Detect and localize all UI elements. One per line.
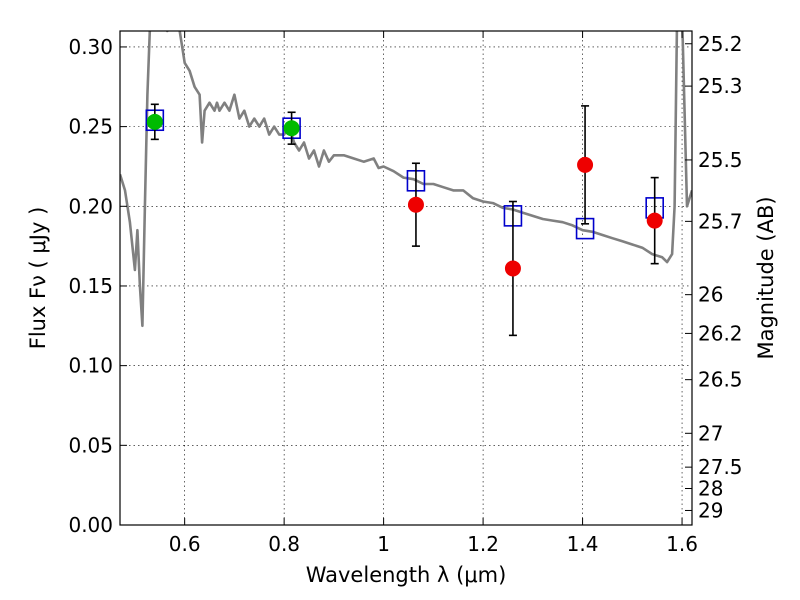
data-point — [146, 113, 163, 130]
mag-tick-label: 26.5 — [698, 368, 743, 392]
y-tick-label: 0.10 — [68, 354, 113, 378]
y-tick-label: 0.30 — [68, 35, 113, 59]
mag-tick-label: 25.3 — [698, 74, 743, 98]
mag-tick-label: 25.7 — [698, 209, 743, 233]
plot-frame — [119, 30, 693, 526]
data-point — [577, 156, 594, 173]
mag-tick-label: 27 — [698, 421, 723, 445]
mag-tick-label: 27.5 — [698, 455, 743, 479]
data-point — [407, 196, 424, 213]
x-axis-label: Wavelength λ (μm) — [306, 563, 507, 587]
grid-layer — [120, 31, 692, 526]
data-point — [504, 260, 521, 277]
y-tick-label: 0.15 — [68, 274, 113, 298]
x-tick-label: 1.2 — [467, 532, 499, 556]
x-tick-label: 1.6 — [666, 532, 698, 556]
mag-tick-label: 29 — [698, 498, 723, 522]
mag-tick-label: 26 — [698, 283, 723, 307]
mag-tick-label: 26.2 — [698, 321, 743, 345]
ticks-layer: 0.6 0.8 1 1.2 1.4 1.6 0.00 0.05 0.10 0.15 0.20 0.25… — [68, 31, 743, 556]
y-tick-label: 0.20 — [68, 194, 113, 218]
y-tick-label: 0.05 — [68, 433, 113, 457]
y-axis-right-label: Magnitude (AB) — [754, 196, 778, 359]
mag-tick-label: 25.5 — [698, 148, 743, 172]
data-point — [646, 212, 663, 229]
series-layer — [120, 31, 692, 328]
x-tick-label: 1.4 — [567, 532, 599, 556]
marks-layer — [145, 103, 664, 337]
mag-tick-label: 28 — [698, 476, 723, 500]
mag-tick-label: 25.2 — [698, 32, 743, 56]
x-tick-label: 1 — [377, 532, 390, 556]
spectrum-line — [120, 31, 692, 328]
y-axis-label: Flux Fν ( μJy ) — [26, 207, 50, 350]
y-tick-label: 0.00 — [68, 513, 113, 537]
y-tick-label: 0.25 — [68, 115, 113, 139]
x-tick-label: 0.6 — [169, 532, 201, 556]
data-point — [283, 120, 300, 137]
x-tick-label: 0.8 — [268, 532, 300, 556]
